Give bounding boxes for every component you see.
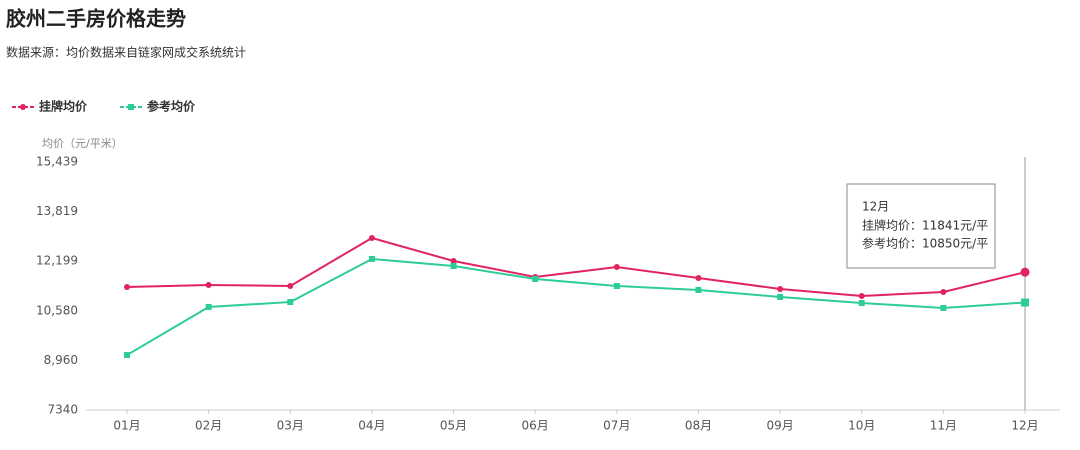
x-tick-label: 05月 xyxy=(440,419,467,433)
point xyxy=(368,255,375,262)
point xyxy=(124,283,130,290)
x-tick-label: 01月 xyxy=(113,419,140,433)
point xyxy=(858,299,865,306)
y-axis-label: 均价（元/平米） xyxy=(42,137,123,150)
x-tick-label: 04月 xyxy=(358,419,385,433)
legend-marker xyxy=(128,104,134,110)
point xyxy=(532,276,539,283)
point xyxy=(287,282,294,289)
y-tick-label: 8,960 xyxy=(44,353,78,367)
point xyxy=(205,303,212,310)
point xyxy=(613,263,620,270)
point xyxy=(695,274,702,281)
point xyxy=(1020,267,1030,277)
tooltip-box xyxy=(846,183,996,269)
x-tick-label: 09月 xyxy=(766,419,793,433)
y-tick-label: 15,439 xyxy=(36,155,78,169)
x-tick-label: 06月 xyxy=(522,419,549,433)
point xyxy=(777,293,784,300)
y-tick-label: 12,199 xyxy=(36,254,78,268)
point xyxy=(450,262,457,269)
point xyxy=(450,257,457,264)
point xyxy=(1021,298,1029,307)
point xyxy=(695,286,702,293)
point xyxy=(858,292,865,299)
x-tick-label: 03月 xyxy=(277,419,304,433)
chart-title: 胶州二手房价格走势 xyxy=(6,7,186,31)
y-tick-label: 10,580 xyxy=(36,303,78,317)
y-tick-label: 7340 xyxy=(47,403,78,417)
legend-label: 挂牌均价 xyxy=(39,99,88,114)
point xyxy=(368,234,375,241)
y-tick-label: 13,819 xyxy=(36,204,78,218)
x-tick-label: 02月 xyxy=(195,419,222,433)
legend-marker xyxy=(20,104,26,110)
tooltip-line: 参考均价：10850元/平 xyxy=(862,236,988,251)
tooltip-title: 12月 xyxy=(862,200,889,214)
x-tick-label: 07月 xyxy=(603,419,630,433)
tooltip-line: 挂牌均价：11841元/平 xyxy=(862,219,988,233)
point xyxy=(940,288,947,295)
legend-item: 挂牌均价 xyxy=(12,99,88,114)
point xyxy=(205,282,212,289)
point xyxy=(124,352,130,359)
point xyxy=(287,298,294,305)
x-tick-label: 10月 xyxy=(848,419,875,433)
legend-label: 参考均价 xyxy=(147,99,196,114)
series-line xyxy=(126,236,1026,298)
chart-subtitle: 数据来源：均价数据来自链家网成交系统统计 xyxy=(6,45,246,60)
x-tick-label: 12月 xyxy=(1011,419,1038,433)
series-line xyxy=(126,257,1026,356)
legend-item: 参考均价 xyxy=(120,99,196,114)
point xyxy=(613,282,620,289)
point xyxy=(777,285,784,292)
x-tick-label: 11月 xyxy=(930,419,957,433)
point xyxy=(940,305,947,312)
x-tick-label: 08月 xyxy=(685,419,712,433)
